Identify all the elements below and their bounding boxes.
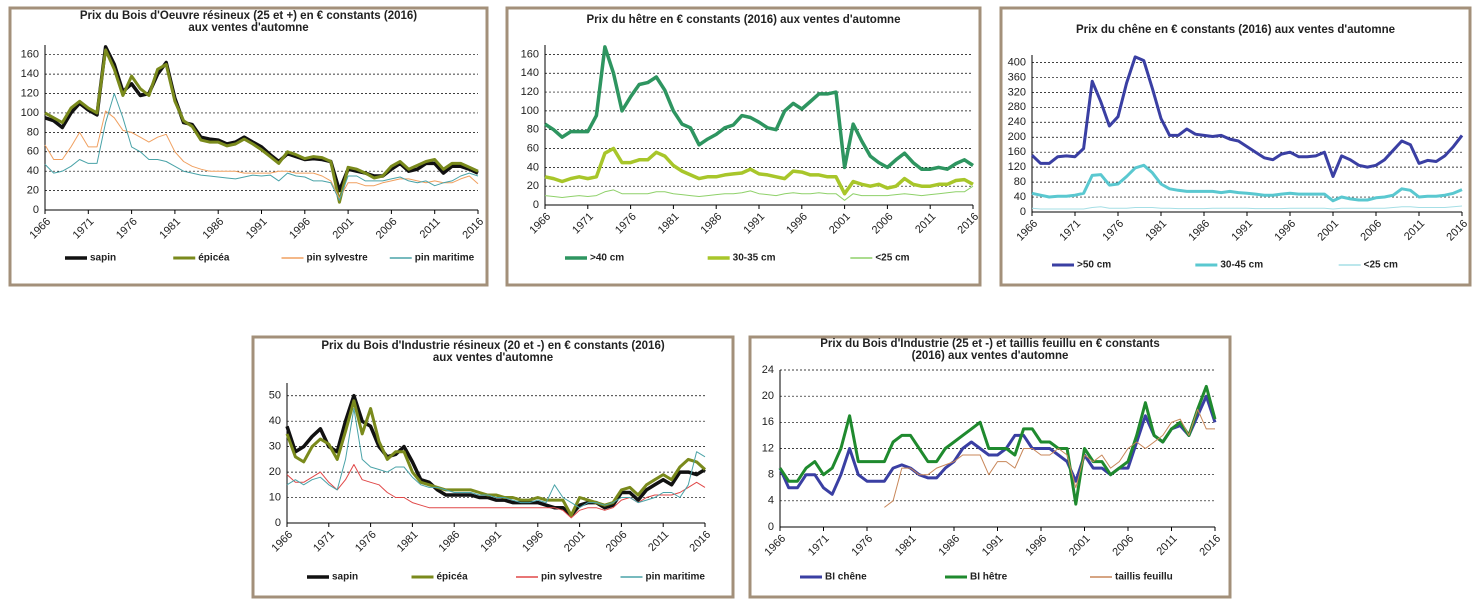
series-line bbox=[285, 393, 706, 518]
series-line bbox=[285, 399, 707, 517]
y-tick-label: 20 bbox=[269, 466, 281, 478]
y-tick-label: 120 bbox=[21, 87, 39, 99]
legend-label: épicéa bbox=[198, 253, 230, 264]
series-line bbox=[778, 394, 1217, 496]
chart-title: Prix du Bois d'Industrie (25 et -) et ta… bbox=[820, 338, 1160, 350]
series-line bbox=[286, 408, 706, 509]
y-tick-label: 0 bbox=[1020, 206, 1026, 218]
chart-title: aux ventes d'automne bbox=[433, 352, 553, 364]
chart-title: (2016) aux ventes d'automne bbox=[912, 350, 1069, 362]
y-tick-label: 80 bbox=[27, 126, 39, 138]
y-tick-label: 60 bbox=[27, 146, 39, 158]
y-tick-label: 240 bbox=[1008, 116, 1026, 128]
y-tick-label: 10 bbox=[269, 491, 281, 503]
series-line bbox=[544, 146, 974, 196]
y-tick-label: 160 bbox=[521, 48, 539, 60]
chart-frame bbox=[999, 6, 1472, 287]
y-tick-label: 24 bbox=[762, 364, 774, 376]
chart-frame bbox=[251, 335, 735, 599]
y-tick-label: 280 bbox=[1008, 101, 1026, 113]
y-tick-label: 30 bbox=[269, 441, 281, 453]
y-tick-label: 20 bbox=[27, 184, 39, 196]
series-line bbox=[44, 48, 479, 204]
series-line bbox=[1031, 163, 1463, 203]
legend-label: <25 cm bbox=[1364, 260, 1398, 271]
legend-label: pin sylvestre bbox=[541, 572, 603, 583]
chart-title: aux ventes d'automne bbox=[188, 22, 308, 34]
y-tick-label: 4 bbox=[768, 495, 774, 507]
legend-label: pin maritime bbox=[415, 253, 475, 264]
chart-title: Prix du Bois d'Oeuvre résineux (25 et +)… bbox=[80, 10, 417, 22]
series-line bbox=[44, 93, 479, 201]
y-tick-label: 0 bbox=[33, 204, 39, 216]
chart-title: Prix du chêne en € constants (2016) aux … bbox=[1076, 24, 1395, 36]
y-tick-label: 40 bbox=[1014, 191, 1026, 203]
series-line bbox=[544, 185, 974, 201]
legend-label: pin maritime bbox=[646, 572, 706, 583]
y-tick-label: 50 bbox=[269, 390, 281, 402]
y-tick-label: 160 bbox=[1008, 146, 1026, 158]
y-tick-label: 100 bbox=[21, 107, 39, 119]
legend-label: >50 cm bbox=[1077, 260, 1111, 271]
y-tick-label: 360 bbox=[1008, 71, 1026, 83]
chart-title: Prix du Bois d'Industrie résineux (20 et… bbox=[321, 340, 665, 352]
chart-title: Prix du hêtre en € constants (2016) aux … bbox=[587, 14, 901, 26]
legend-label: <25 cm bbox=[875, 253, 909, 264]
y-tick-label: 0 bbox=[275, 517, 281, 529]
series-line bbox=[1031, 205, 1463, 210]
legend-label: pin sylvestre bbox=[307, 253, 369, 264]
series-line bbox=[1030, 55, 1464, 178]
y-tick-label: 20 bbox=[527, 180, 539, 192]
y-tick-label: 80 bbox=[1014, 176, 1026, 188]
y-tick-label: 120 bbox=[1008, 161, 1026, 173]
series-line bbox=[44, 110, 479, 199]
legend-label: sapin bbox=[90, 253, 116, 264]
y-tick-label: 40 bbox=[527, 161, 539, 173]
y-tick-label: 0 bbox=[768, 521, 774, 533]
y-tick-label: 200 bbox=[1008, 131, 1026, 143]
series-line bbox=[544, 45, 974, 171]
y-tick-label: 400 bbox=[1008, 56, 1026, 68]
y-tick-label: 140 bbox=[521, 67, 539, 79]
y-tick-label: 100 bbox=[521, 105, 539, 117]
y-tick-label: 60 bbox=[527, 142, 539, 154]
y-tick-label: 8 bbox=[768, 469, 774, 481]
series-line bbox=[884, 408, 1215, 508]
y-tick-label: 320 bbox=[1008, 86, 1026, 98]
series-line bbox=[778, 384, 1217, 506]
legend-label: 30-45 cm bbox=[1220, 260, 1263, 271]
chart-frame bbox=[8, 6, 489, 287]
y-tick-label: 140 bbox=[21, 68, 39, 80]
legend-label: taillis feuillu bbox=[1115, 572, 1173, 583]
y-tick-label: 40 bbox=[27, 165, 39, 177]
legend-label: sapin bbox=[332, 572, 358, 583]
legend-label: 30-35 cm bbox=[733, 253, 776, 264]
y-tick-label: 40 bbox=[269, 415, 281, 427]
y-tick-label: 0 bbox=[533, 199, 539, 211]
legend-label: BI hêtre bbox=[970, 572, 1008, 583]
legend-label: épicéa bbox=[437, 572, 469, 583]
legend-label: BI chêne bbox=[825, 572, 867, 583]
y-tick-label: 160 bbox=[21, 49, 39, 61]
y-tick-label: 120 bbox=[521, 86, 539, 98]
legend-label: >40 cm bbox=[590, 253, 624, 264]
chart-frame bbox=[505, 6, 982, 287]
chart-frame bbox=[748, 335, 1232, 599]
y-tick-label: 80 bbox=[527, 124, 539, 136]
y-tick-label: 16 bbox=[762, 416, 774, 428]
y-tick-label: 12 bbox=[762, 442, 774, 454]
y-tick-label: 20 bbox=[762, 390, 774, 402]
